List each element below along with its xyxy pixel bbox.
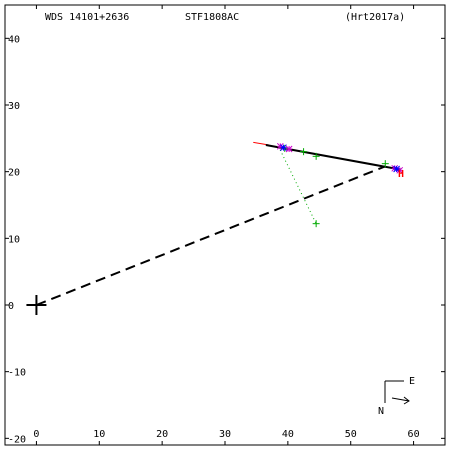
series-1-point-1 — [285, 145, 293, 153]
plot-border — [4, 4, 446, 446]
series-2-point-0-d2 — [280, 144, 287, 152]
x-tick-label: 50 — [345, 429, 357, 440]
primary-marker — [26, 295, 47, 315]
compass-east-label: E — [409, 376, 415, 387]
series-1-point-0-d2 — [276, 142, 284, 150]
y-tick-label: 10 — [8, 234, 20, 245]
y-tick-label: 30 — [8, 101, 20, 112]
current-marker: H — [398, 169, 404, 180]
data-marks: H — [26, 142, 404, 315]
header-discoverer: STF1808AC — [185, 12, 239, 23]
compass-north-label: N — [378, 406, 384, 417]
compass-arrow-head — [403, 396, 410, 405]
header-reference: (Hrt2017a) — [345, 12, 405, 23]
x-tick-label: 40 — [282, 429, 294, 440]
y-tick-label: 0 — [8, 301, 14, 312]
header-wds-id: WDS 14101+2636 — [45, 12, 129, 23]
x-tick-label: 30 — [219, 429, 231, 440]
dashed-line — [36, 165, 386, 306]
series-1-point-1-d2 — [285, 145, 293, 153]
series-0-point-3 — [312, 220, 320, 228]
axis-ticks — [5, 5, 445, 445]
plot-frame — [4, 4, 446, 446]
x-tick-label: 0 — [33, 429, 39, 440]
series-0-point-0 — [300, 148, 308, 156]
series-2-point-1-d2 — [393, 165, 400, 173]
y-tick-label: 20 — [8, 168, 20, 179]
y-tick-label: -20 — [8, 434, 26, 445]
compass-arrow-shaft — [391, 397, 410, 402]
x-tick-label: 10 — [93, 429, 105, 440]
series-2-point-0 — [280, 144, 287, 152]
dotted-line — [277, 146, 317, 224]
series-0-point-1 — [312, 152, 320, 160]
y-tick-label: -10 — [8, 368, 26, 379]
compass: E N — [378, 376, 415, 417]
y-tick-label: 40 — [8, 34, 20, 45]
axis-tick-labels: 0 10 20 30 40 50 60 -20 -10 0 10 20 30 40 — [8, 34, 420, 445]
series-0-point-2 — [381, 160, 389, 168]
x-tick-label: 20 — [156, 429, 168, 440]
series-1-point-3-d2 — [396, 166, 404, 174]
x-tick-label: 60 — [408, 429, 420, 440]
series-2-point-1 — [393, 165, 400, 173]
orbit-lines — [36, 141, 402, 306]
